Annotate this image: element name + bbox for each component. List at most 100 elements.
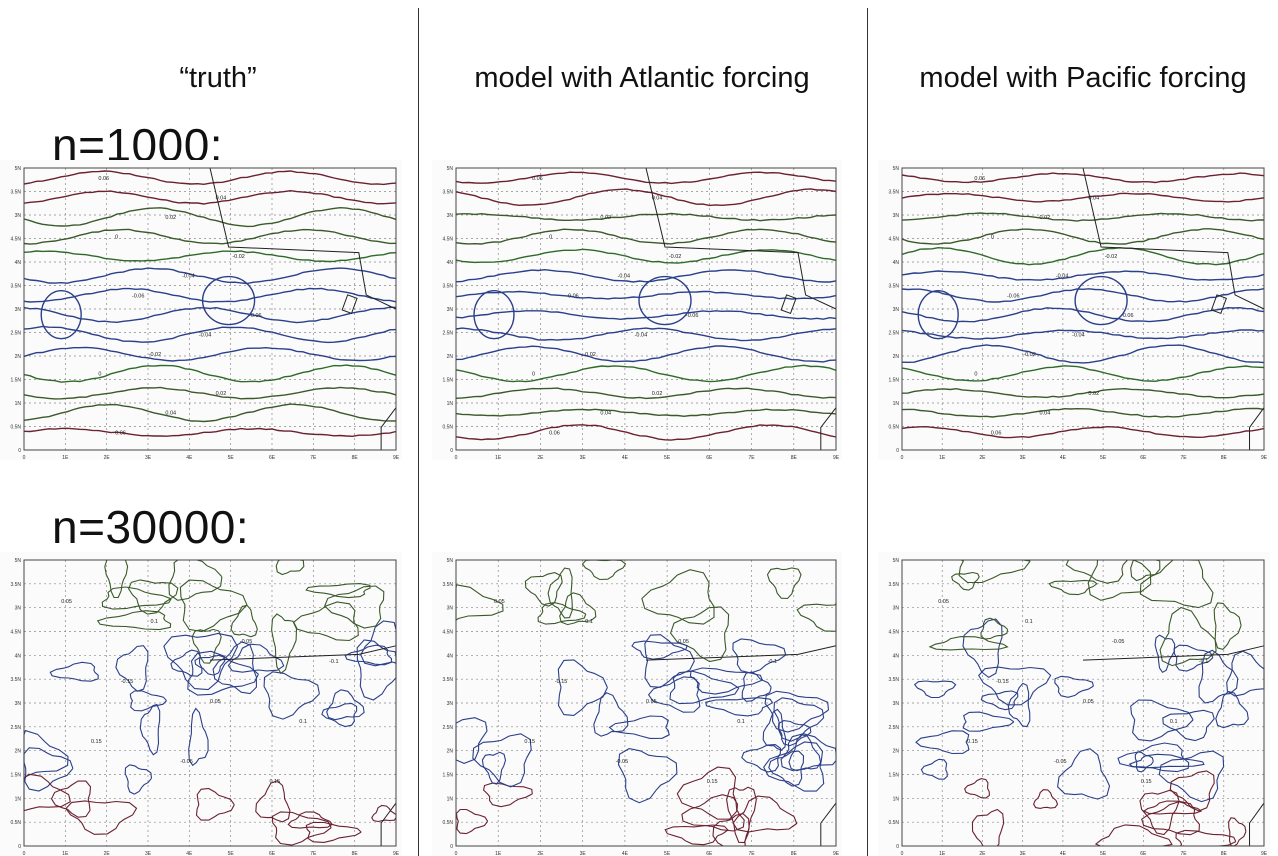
y-tick-label: 1.5N (442, 378, 453, 384)
contour-closed-loop (1074, 275, 1128, 326)
contour-line (676, 766, 738, 820)
contour-value-label: 0 (991, 235, 994, 241)
x-tick-label: 7E (1180, 851, 1187, 856)
contour-value-label: 0.02 (600, 215, 611, 221)
contour-line (324, 585, 385, 629)
contour-line (287, 811, 334, 829)
contour-value-label: 0.1 (1025, 619, 1033, 625)
y-tick-label: 0 (18, 844, 21, 850)
plot-frame (23, 167, 397, 451)
x-tick-label: 8E (1221, 851, 1228, 856)
contour-plot: 0 1E 2E 3E 4E 5E 6E 7E 8E 9E 5N 3.5N 3N 4.5N 4N 3.5N 3N 2… (10, 558, 399, 856)
contour-line (631, 640, 688, 660)
x-tick-label: 0 (901, 851, 904, 856)
contour-value-label: -0.05 (240, 639, 253, 645)
contour-line (179, 579, 248, 633)
contour-line (901, 270, 1265, 281)
contour-value-label: -0.06 (132, 293, 145, 299)
contour-line (915, 730, 970, 755)
x-tick-label: 3E (580, 455, 587, 460)
contour-line (951, 571, 980, 591)
contour-line (741, 671, 772, 702)
x-tick-label: 3E (145, 851, 152, 856)
contour-value-label: 0.05 (494, 599, 505, 605)
contour-line (901, 407, 1265, 418)
contour-line (23, 170, 397, 186)
contour-panel-atlantic-n30000: 0 1E 2E 3E 4E 5E 6E 7E 8E 9E 5N 3.5N 3N 4.5N 4N 3.5N 3N 2… (432, 552, 842, 856)
y-tick-label: 1.5N (888, 773, 899, 779)
x-tick-label: 1E (495, 851, 502, 856)
contour-value-label: 0.05 (938, 599, 949, 605)
contour-line (962, 711, 1015, 732)
y-tick-label: 2.5N (10, 725, 21, 731)
y-tick-label: 5N (447, 166, 454, 172)
y-tick-label: 0.5N (442, 425, 453, 431)
contour-line (23, 729, 69, 780)
contour-line (96, 610, 172, 631)
contour-line (964, 778, 990, 799)
x-tick-label: 6E (269, 851, 276, 856)
contour-plot: 0 1E 2E 3E 4E 5E 6E 7E 8E 9E 5N 3.5N 3N 4.5N 4N 3.5N 3N 2… (442, 166, 839, 460)
contour-line (321, 702, 358, 728)
contour-value-label: 0.06 (549, 430, 560, 436)
plot-frame (901, 559, 1265, 847)
x-tick-label: 7E (310, 455, 317, 460)
x-tick-label: 7E (310, 851, 317, 856)
island-outline (780, 294, 797, 314)
contour-line (195, 787, 235, 821)
contour-line (762, 708, 787, 751)
island-outline (1210, 294, 1227, 314)
x-tick-label: 4E (186, 851, 193, 856)
contour-line (472, 733, 532, 788)
y-tick-label: 3.5N (10, 582, 21, 588)
contour-value-label: -0.04 (1072, 332, 1085, 338)
contour-value-label: 0.04 (1040, 411, 1051, 417)
contour-value-label: 0.06 (532, 176, 543, 182)
contour-line (901, 192, 1265, 203)
y-tick-label: 3N (15, 307, 22, 313)
contour-line (23, 287, 397, 303)
contour-line (227, 643, 285, 673)
coastline (1082, 167, 1265, 450)
contour-line (1215, 690, 1249, 729)
y-tick-label: 5N (893, 558, 900, 564)
y-tick-label: 1N (15, 401, 22, 407)
contour-line (608, 715, 670, 739)
contour-value-label: -0.15 (555, 679, 568, 685)
y-tick-label: 0.5N (888, 820, 899, 826)
contour-panel-pacific-n30000: 0 1E 2E 3E 4E 5E 6E 7E 8E 9E 5N 3.5N 3N 4.5N 4N 3.5N 3N 2… (878, 552, 1270, 856)
contour-value-label: -0.02 (1105, 254, 1118, 260)
contour-value-label: 0 (532, 372, 535, 378)
contour-line (1158, 750, 1225, 803)
contour-value-label: -0.04 (1056, 274, 1069, 280)
contour-line (664, 824, 729, 846)
contour-value-label: 0.15 (707, 779, 718, 785)
contour-line (641, 569, 715, 625)
contour-line (1130, 699, 1194, 742)
y-tick-label: 1N (447, 796, 454, 802)
contour-line (901, 172, 1265, 184)
x-tick-label: 1E (62, 851, 69, 856)
contour-value-label: 0 (115, 235, 118, 241)
contour-line (581, 559, 627, 581)
x-tick-label: 6E (1140, 455, 1147, 460)
y-tick-label: 2N (447, 354, 454, 360)
y-tick-label: 4N (447, 260, 454, 266)
x-tick-label: 9E (1261, 455, 1268, 460)
contour-value-label: -0.04 (618, 274, 631, 280)
contour-line (1226, 650, 1265, 697)
contour-line (23, 364, 397, 383)
y-tick-label: 2N (447, 749, 454, 755)
y-tick-label: 3.5N (10, 284, 21, 290)
contour-value-label: -0.15 (121, 679, 134, 685)
contour-line (741, 744, 782, 773)
contour-value-label: 0.1 (737, 719, 745, 725)
contour-value-label: -0.05 (616, 759, 629, 765)
plot-frame (455, 167, 837, 451)
x-tick-label: 9E (393, 455, 400, 460)
contour-line (1142, 800, 1203, 815)
contour-line (1228, 817, 1247, 847)
x-tick-label: 2E (979, 851, 986, 856)
contour-line (1139, 789, 1180, 836)
contour-line (901, 306, 1265, 323)
